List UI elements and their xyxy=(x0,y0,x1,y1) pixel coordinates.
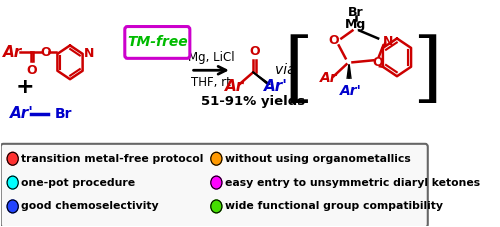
Text: Ar': Ar' xyxy=(10,106,34,121)
Text: wide functional group compatibility: wide functional group compatibility xyxy=(225,201,443,211)
Text: ]: ] xyxy=(412,35,442,109)
Circle shape xyxy=(211,200,222,213)
Text: Ar': Ar' xyxy=(340,84,361,98)
FancyBboxPatch shape xyxy=(125,27,190,58)
Text: Mg, LiCl: Mg, LiCl xyxy=(188,51,234,64)
Text: +: + xyxy=(16,77,34,97)
Circle shape xyxy=(211,176,222,189)
Text: [: [ xyxy=(284,35,314,109)
Text: easy entry to unsymmetric diaryl ketones: easy entry to unsymmetric diaryl ketones xyxy=(225,178,480,188)
Circle shape xyxy=(7,152,18,165)
Text: N: N xyxy=(384,35,394,48)
Text: O: O xyxy=(249,45,260,58)
Text: one-pot procedure: one-pot procedure xyxy=(21,178,136,188)
Text: Br: Br xyxy=(348,6,364,19)
Text: O: O xyxy=(26,64,37,77)
FancyBboxPatch shape xyxy=(0,144,428,227)
Circle shape xyxy=(7,200,18,213)
Text: via: via xyxy=(276,63,296,77)
Text: Br: Br xyxy=(54,107,72,121)
Text: Ar: Ar xyxy=(3,45,22,60)
Text: without using organometallics: without using organometallics xyxy=(225,154,410,164)
Text: Ar: Ar xyxy=(320,71,338,85)
Text: Mg: Mg xyxy=(346,18,366,31)
Text: O: O xyxy=(372,56,382,69)
Text: TM-free: TM-free xyxy=(127,35,188,49)
Text: Ar': Ar' xyxy=(264,79,287,94)
Circle shape xyxy=(7,176,18,189)
Text: O: O xyxy=(328,34,339,47)
Text: good chemoselectivity: good chemoselectivity xyxy=(21,201,159,211)
Text: transition metal-free protocol: transition metal-free protocol xyxy=(21,154,204,164)
Circle shape xyxy=(211,152,222,165)
Text: 51-91% yields: 51-91% yields xyxy=(201,95,305,108)
Text: THF, rt: THF, rt xyxy=(192,76,231,89)
Text: O: O xyxy=(40,46,50,59)
Text: N: N xyxy=(84,47,94,60)
Text: Ar: Ar xyxy=(224,79,244,94)
